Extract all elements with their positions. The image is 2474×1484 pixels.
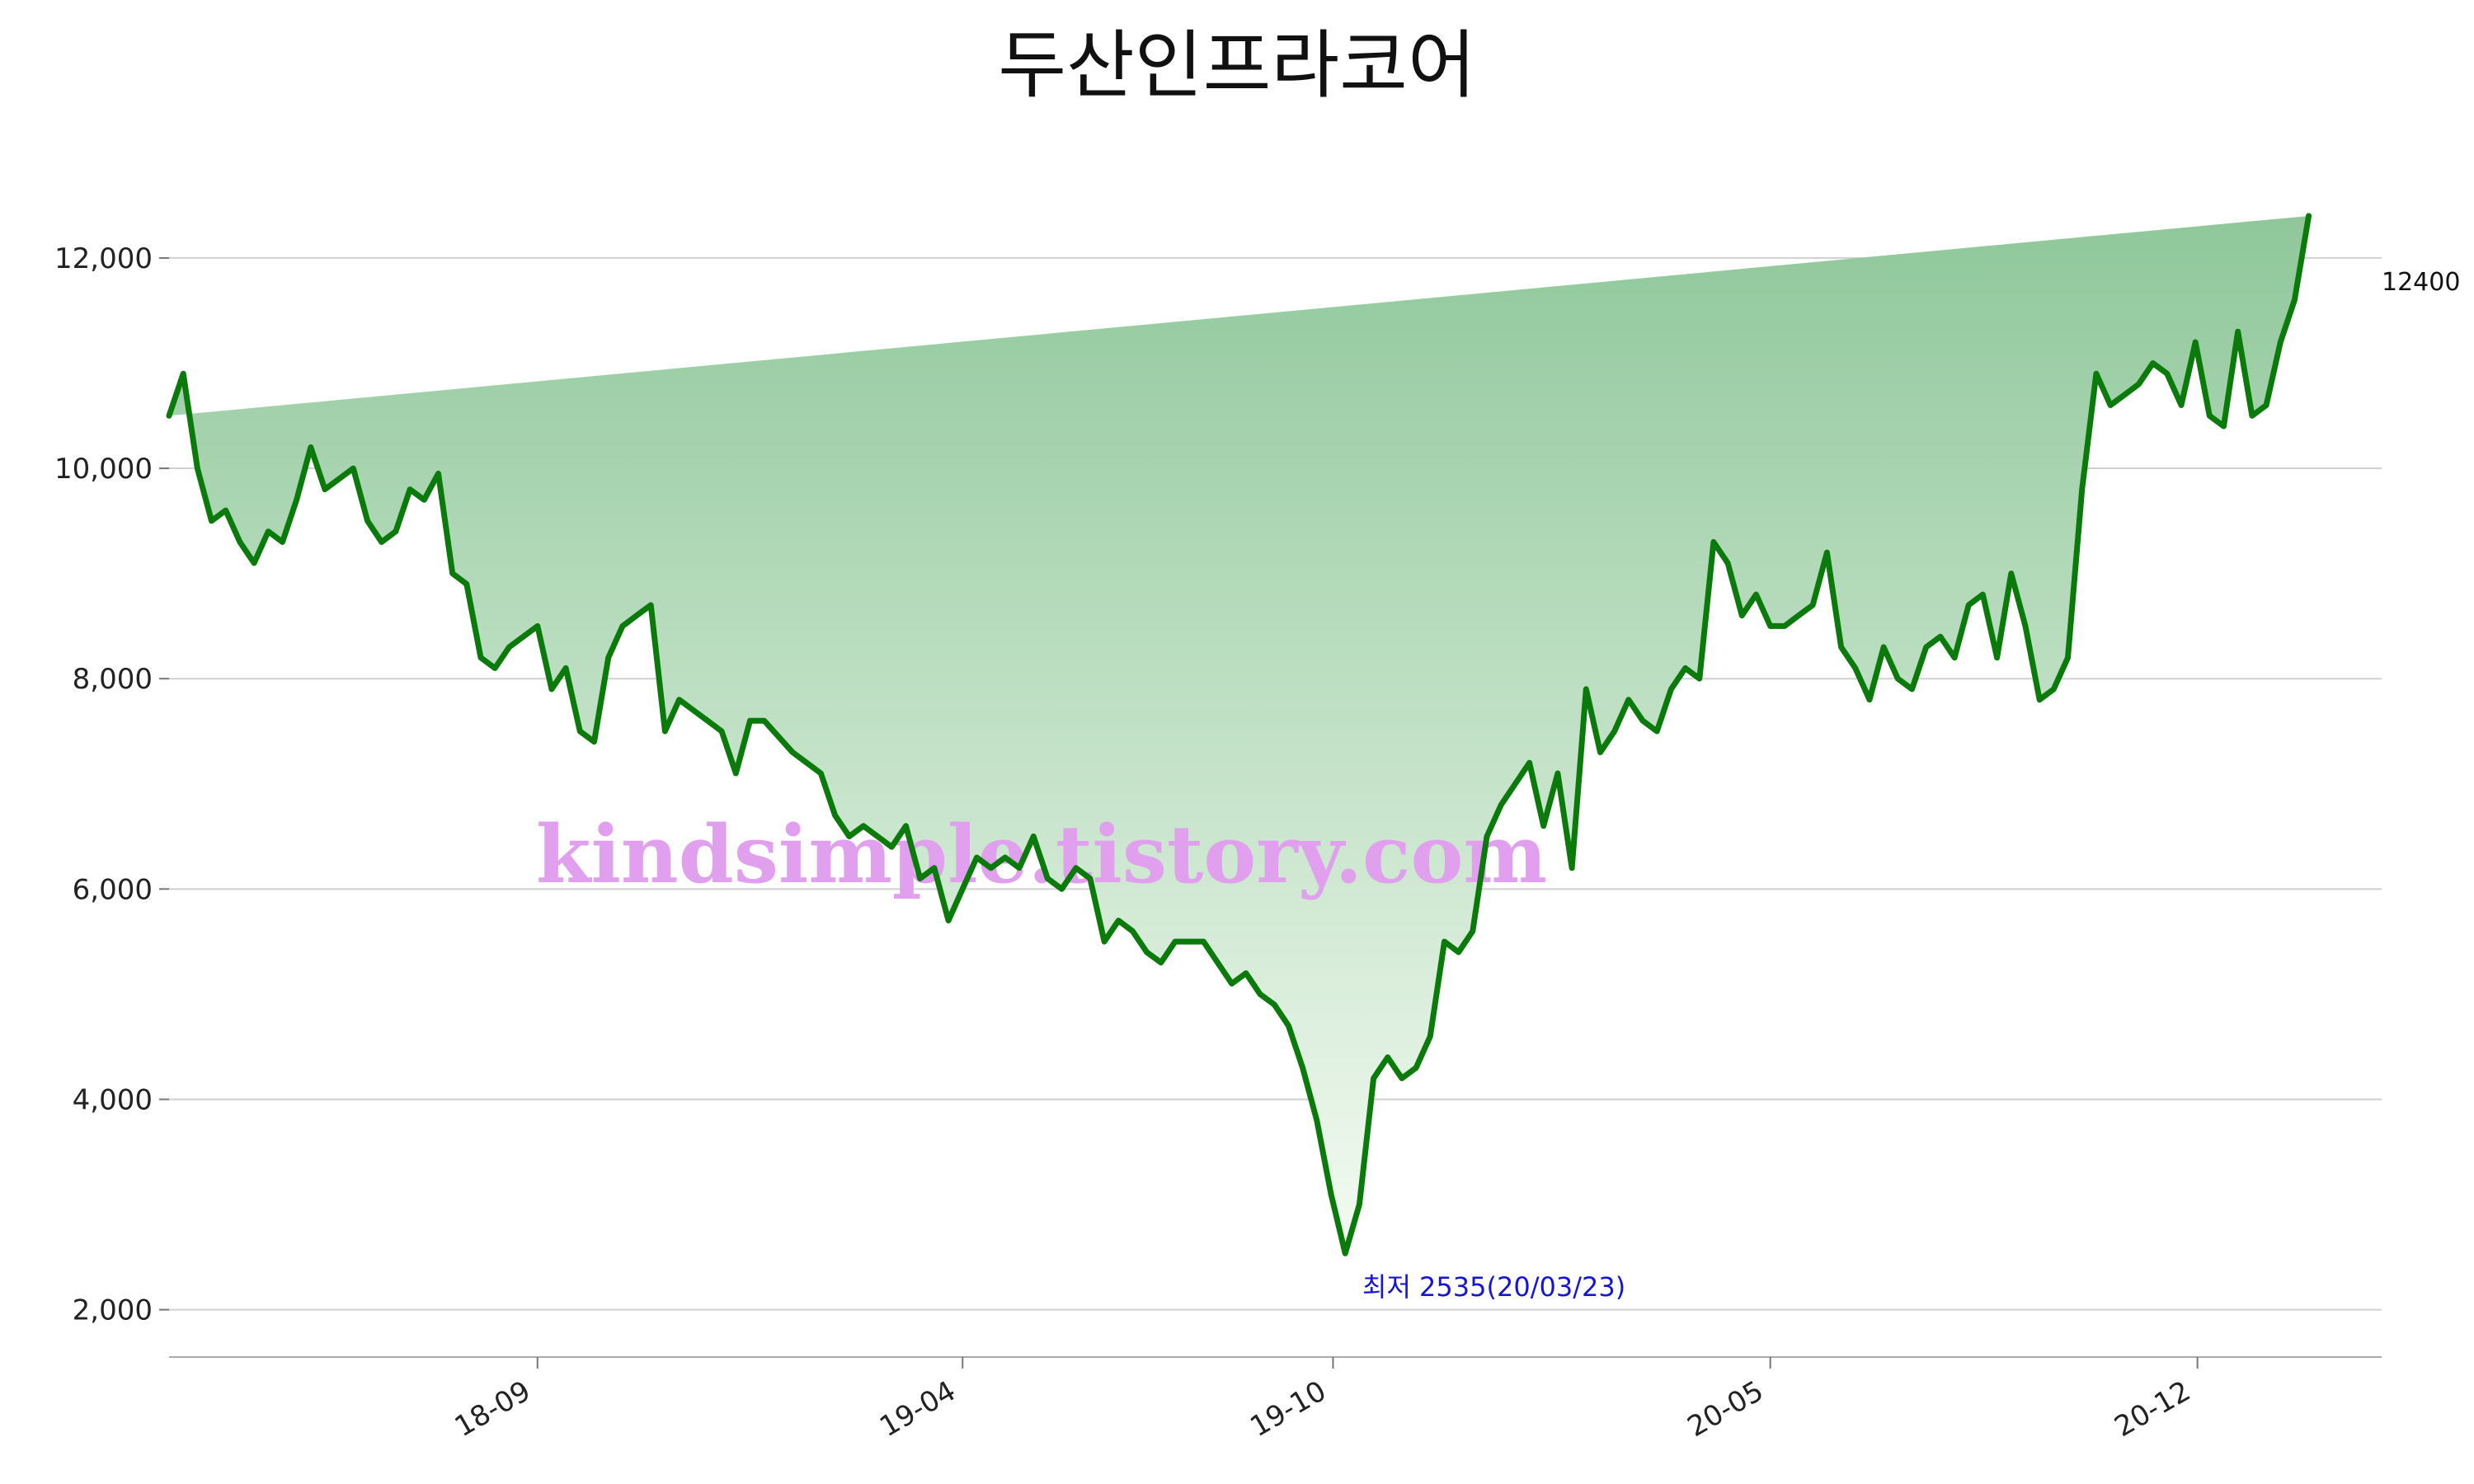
- minimum-annotation: 최저 2535(20/03/23): [1362, 1271, 1625, 1303]
- x-tick-label: 18-09: [449, 1374, 537, 1444]
- y-tick-label: 4,000: [73, 1083, 153, 1116]
- x-tick-label: 19-04: [874, 1374, 962, 1444]
- y-tick-label: 10,000: [54, 453, 153, 486]
- x-tick-label: 20-05: [1682, 1374, 1770, 1444]
- x-axis-ticks: 18-09 19-04 19-10 20-05 20-12: [449, 1357, 2199, 1444]
- price-area-fill: [169, 215, 2309, 1254]
- price-line: [166, 213, 2312, 1256]
- x-tick-label: 20-12: [2109, 1374, 2197, 1444]
- chart-title: 두산인프라코어: [998, 22, 1476, 109]
- last-value-label: 12400: [2382, 268, 2460, 297]
- y-tick-label: 6,000: [73, 873, 153, 906]
- x-tick-label: 19-10: [1244, 1374, 1332, 1444]
- y-tick-label: 12,000: [54, 242, 153, 275]
- y-tick-label: 2,000: [73, 1294, 153, 1327]
- y-axis-ticks: 2,000 4,000 6,000 8,000 10,000 12,000: [54, 242, 169, 1327]
- y-tick-label: 8,000: [73, 663, 153, 696]
